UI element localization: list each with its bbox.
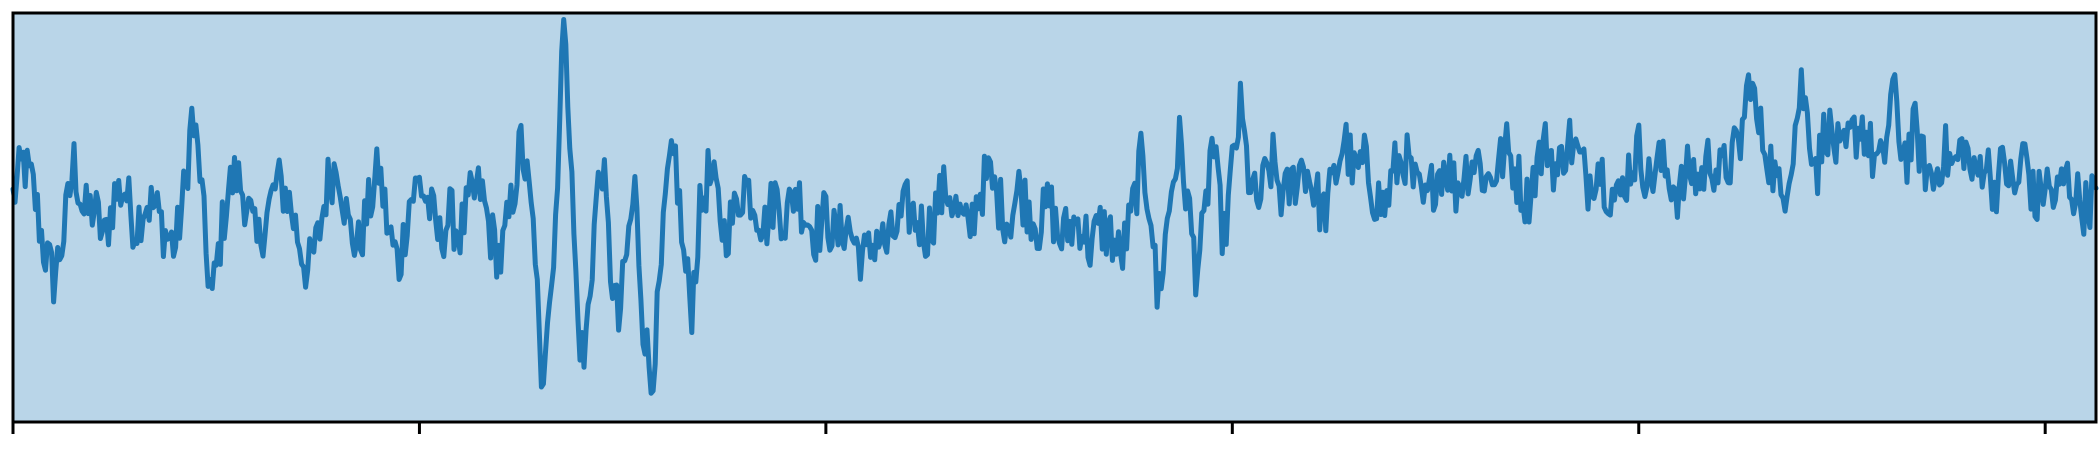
x-axis-ticks [11, 422, 2047, 434]
series-line [10, 17, 2099, 396]
plot-frame [11, 11, 2098, 424]
